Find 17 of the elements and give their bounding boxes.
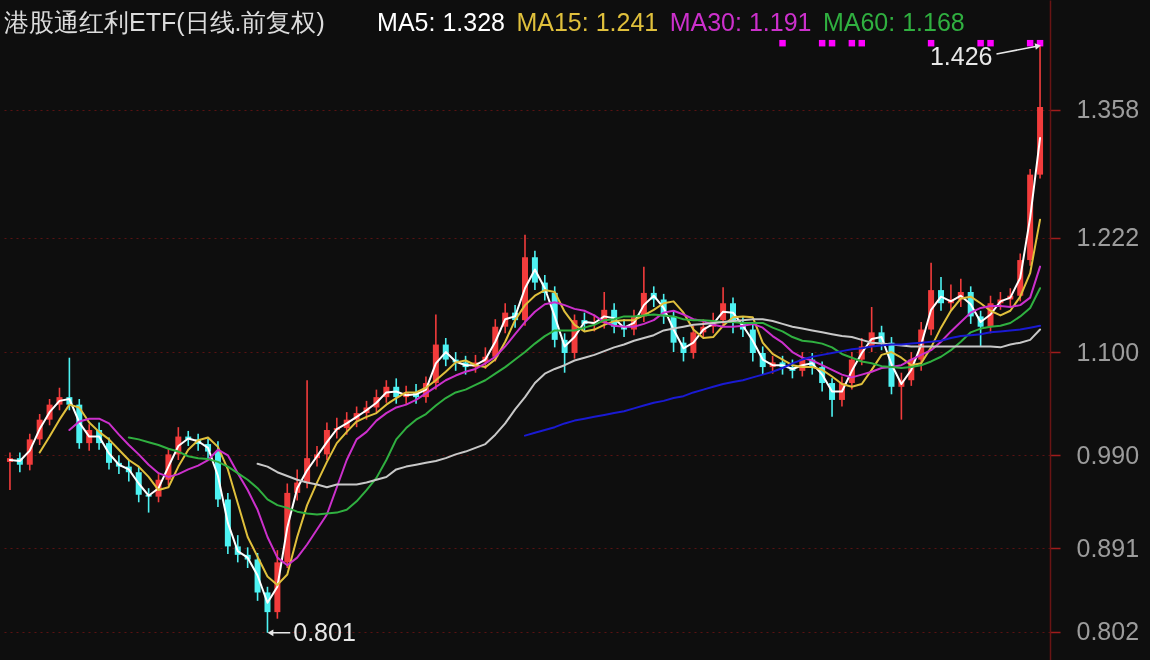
y-tick-label: 1.358: [1076, 95, 1140, 124]
y-tick-label: 0.802: [1076, 617, 1140, 646]
line-series: [524, 324, 1042, 437]
y-tick-label: 0.891: [1076, 533, 1140, 562]
y-tick-label: 1.222: [1076, 223, 1140, 252]
text: MA30: 1.191: [669, 8, 812, 36]
y-tick-label: 1.100: [1076, 337, 1140, 366]
line-series: [38, 218, 1042, 586]
annotation: 0.801: [293, 617, 356, 646]
chart-title: 港股通红利ETF(日线.前复权): [4, 8, 325, 36]
line-series: [68, 265, 1042, 567]
text: MA15: 1.241: [516, 8, 659, 36]
annotation: 1.426: [929, 42, 993, 70]
text: MA5: 1.328: [377, 8, 505, 36]
text: MA60: 1.168: [822, 8, 965, 36]
line-series: [127, 287, 1042, 516]
y-tick-label: 0.990: [1076, 440, 1140, 469]
